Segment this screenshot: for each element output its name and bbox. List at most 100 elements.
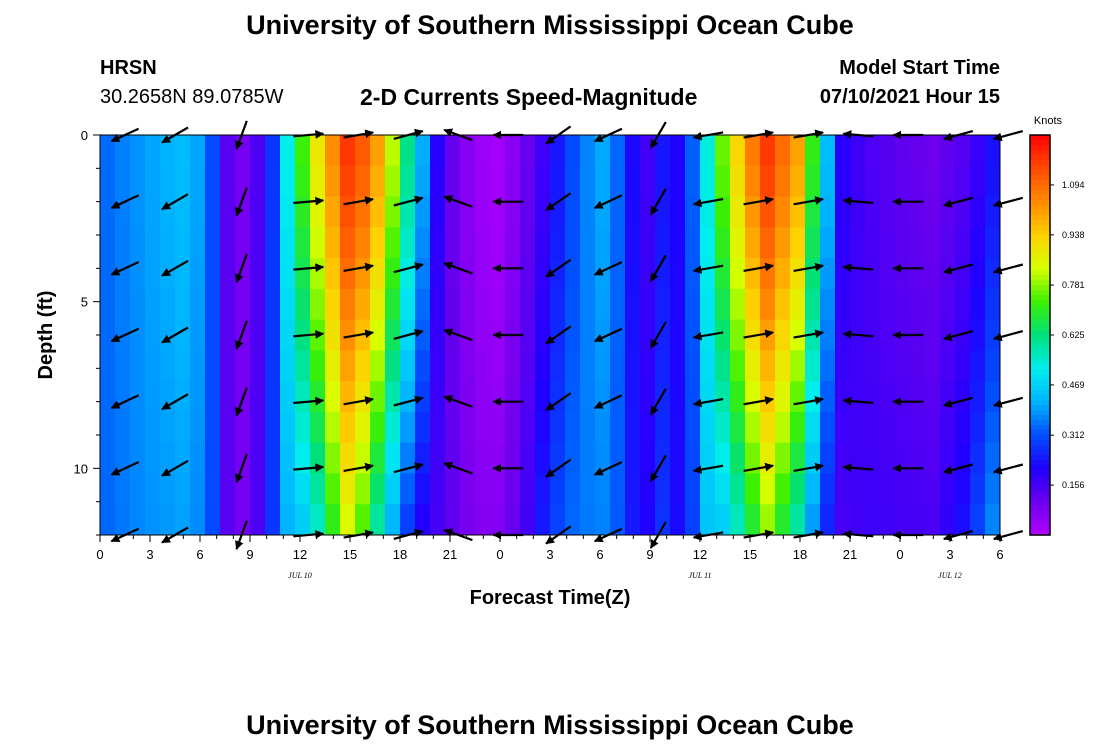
heatmap-cell — [505, 258, 521, 290]
heatmap-cell — [655, 504, 671, 535]
current-vector-arrow — [842, 330, 874, 339]
current-vector-arrow — [235, 187, 248, 217]
heatmap-cell — [265, 442, 281, 475]
heatmap-cell — [850, 504, 866, 535]
y-tick-label: 10 — [74, 461, 88, 476]
heatmap-cell — [310, 473, 326, 505]
heatmap-cell — [580, 165, 596, 198]
heatmap-cell — [190, 288, 206, 321]
heatmap-cell — [130, 258, 146, 290]
current-vector-arrow — [293, 263, 325, 273]
current-vector-arrow — [545, 458, 572, 478]
colorbar-swatch — [1030, 470, 1050, 476]
current-vector-arrow — [842, 463, 874, 473]
heatmap-cell — [430, 227, 446, 259]
heatmap-cell — [610, 411, 626, 444]
y-axis-title: Depth (ft) — [35, 291, 57, 380]
heatmap-cell — [820, 258, 836, 290]
heatmap-cell — [700, 504, 716, 535]
heatmap-cell — [205, 227, 221, 259]
heatmap-cell — [415, 165, 431, 198]
current-vector-arrow — [942, 396, 974, 408]
heatmap-cell — [670, 288, 686, 321]
heatmap-cell — [370, 258, 386, 290]
heatmap-cell — [145, 504, 161, 535]
heatmap-cell — [595, 288, 611, 321]
heatmap-cell — [865, 196, 881, 228]
heatmap-cell — [685, 288, 701, 321]
colorbar-swatch — [1030, 475, 1050, 481]
heatmap-cell — [505, 135, 521, 167]
heatmap-cell — [925, 258, 941, 290]
heatmap-cell — [775, 135, 791, 167]
heatmap-cell — [220, 288, 236, 321]
current-vector-arrow — [649, 388, 667, 416]
heatmap-cell — [595, 473, 611, 505]
heatmap-cell — [805, 473, 821, 505]
heatmap-cell — [910, 227, 926, 259]
heatmap-cell — [100, 473, 116, 505]
current-vector-arrow — [545, 325, 572, 345]
heatmap-cell — [835, 319, 851, 351]
colorbar-swatch — [1030, 405, 1050, 411]
heatmap-cell — [850, 165, 866, 198]
heatmap-cell — [640, 288, 656, 321]
heatmap-cell — [685, 350, 701, 382]
heatmap-cell — [670, 135, 686, 167]
colorbar-swatch — [1030, 225, 1050, 231]
heatmap-cell — [250, 196, 266, 228]
heatmap-cell — [280, 442, 296, 475]
heatmap-cell — [370, 442, 386, 475]
heatmap-cell — [190, 258, 206, 290]
colorbar-swatch — [1030, 325, 1050, 331]
x-tick-label: 12 — [693, 547, 707, 562]
heatmap-cell — [745, 258, 761, 290]
heatmap-cell — [655, 135, 671, 167]
heatmap-cell — [265, 381, 281, 413]
colorbar-swatch — [1030, 250, 1050, 256]
heatmap-cell — [280, 196, 296, 228]
heatmap-cell — [850, 381, 866, 413]
heatmap-cell — [760, 381, 776, 413]
heatmap-cell — [520, 350, 536, 382]
heatmap-cell — [565, 442, 581, 475]
colorbar-swatch — [1030, 395, 1050, 401]
heatmap-cell — [445, 288, 461, 321]
heatmap-cell — [415, 504, 431, 535]
heatmap-cell — [880, 504, 896, 535]
heatmap-cell — [460, 258, 476, 290]
heatmap-cell — [460, 196, 476, 228]
current-vector-arrow — [393, 328, 424, 340]
colorbar-swatch — [1030, 165, 1050, 171]
heatmap-cell — [700, 196, 716, 228]
heatmap-cell — [760, 504, 776, 535]
heatmap-cell — [220, 227, 236, 259]
current-vector-arrow — [692, 331, 724, 341]
colorbar-tick-label: 0.625 — [1062, 330, 1085, 340]
heatmap-cell — [190, 350, 206, 382]
heatmap-cell — [790, 319, 806, 351]
heatmap-cell — [205, 165, 221, 198]
heatmap-cell — [460, 504, 476, 535]
heatmap-cell — [415, 319, 431, 351]
heatmap-cell — [850, 411, 866, 444]
heatmap-cell — [385, 442, 401, 475]
heatmap-cell — [355, 165, 371, 198]
heatmap-cell — [715, 504, 731, 535]
heatmap-cell — [970, 473, 986, 505]
heatmap-cell — [610, 442, 626, 475]
heatmap-cell — [820, 227, 836, 259]
heatmap-cell — [175, 227, 191, 259]
heatmap-cell — [760, 473, 776, 505]
heatmap-cell — [295, 288, 311, 321]
current-vector-arrow — [593, 394, 623, 409]
heatmap-cell — [850, 258, 866, 290]
heatmap-cell — [970, 258, 986, 290]
heatmap-cell — [970, 504, 986, 535]
colorbar-swatch — [1030, 170, 1050, 176]
chart-title: 2-D Currents Speed-Magnitude — [360, 84, 698, 110]
heatmap-cell — [415, 196, 431, 228]
heatmap-cell — [130, 350, 146, 382]
heatmap-cell — [625, 350, 641, 382]
current-vector-arrow — [692, 264, 724, 274]
